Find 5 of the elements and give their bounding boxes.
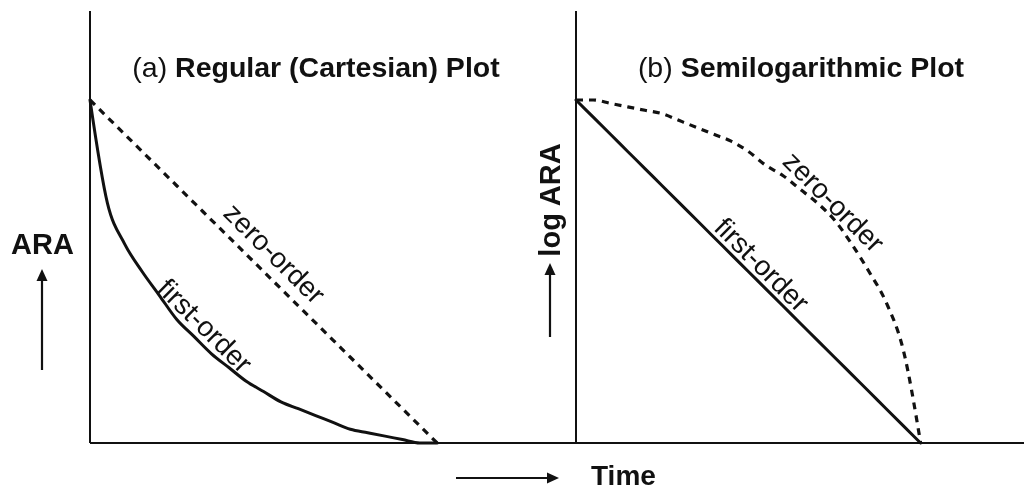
chart-title: (a) Regular (Cartesian) Plot: [132, 51, 501, 83]
x-axis-title: Time: [591, 460, 656, 488]
chart-title: (b) Semilogarithmic Plot: [637, 51, 965, 83]
y-axis-title: log ARA: [534, 143, 566, 257]
y-axis-title: ARA: [11, 228, 74, 260]
